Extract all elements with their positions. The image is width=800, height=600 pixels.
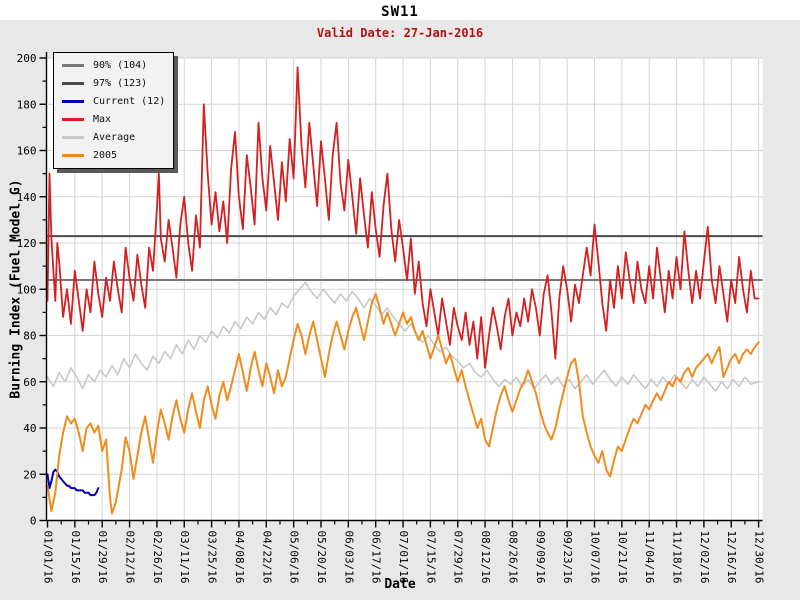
x-tick-label: 12/02/16 — [698, 531, 711, 584]
page-title: SW11 — [381, 4, 419, 20]
legend-swatch-line — [62, 136, 84, 139]
x-tick-label: 11/04/16 — [643, 531, 656, 584]
legend-swatch-line — [62, 118, 84, 121]
x-tick-label: 07/15/16 — [424, 531, 437, 584]
series-line-average — [46, 281, 760, 392]
x-tick-label: 11/18/16 — [671, 531, 684, 584]
series-line-current-12 — [46, 468, 100, 497]
legend-item-label: 97% (123) — [93, 78, 148, 89]
x-tick-label: 06/03/16 — [342, 531, 355, 584]
legend-item-label: Average — [93, 132, 136, 143]
y-tick-label: 100 — [17, 283, 37, 296]
x-tick-label: 12/16/16 — [725, 531, 738, 584]
legend: 90% (104) 97% (123) Current (12) Max Average… — [53, 52, 175, 169]
series-line-max — [46, 66, 760, 369]
valid-date-subtitle: Valid Date: 27-Jan-2016 — [316, 26, 484, 40]
y-tick-label: 120 — [17, 237, 37, 250]
x-tick-label: 12/30/16 — [753, 531, 766, 584]
x-tick-label: 10/21/16 — [616, 531, 629, 584]
y-tick-label: 160 — [17, 145, 37, 158]
x-tick-label: 04/22/16 — [260, 531, 273, 584]
y-tick-label: 80 — [23, 330, 36, 343]
legend-item: Max — [62, 114, 165, 125]
x-tick-label: 02/26/16 — [151, 531, 164, 584]
legend-swatch-line — [62, 154, 84, 157]
x-tick-label: 05/20/16 — [315, 531, 328, 584]
legend-item: 97% (123) — [62, 78, 165, 89]
y-axis-title: Burning Index (Fuel Model G) — [8, 179, 24, 399]
x-tick-label: 10/07/16 — [588, 531, 601, 584]
y-tick-label: 20 — [23, 468, 36, 481]
x-tick-label: 01/01/16 — [42, 531, 55, 584]
y-tick-label: 40 — [23, 422, 36, 435]
legend-item: Average — [62, 132, 165, 143]
y-tick-label: 0 — [30, 515, 37, 528]
x-tick-label: 02/12/16 — [124, 531, 137, 584]
x-tick-label: 09/23/16 — [561, 531, 574, 584]
legend-item: Current (12) — [62, 96, 165, 107]
legend-item-label: 2005 — [93, 150, 118, 161]
x-tick-label: 09/09/16 — [534, 531, 547, 584]
series-line-2005 — [46, 292, 760, 515]
legend-item: 90% (104) — [62, 60, 165, 71]
x-tick-label: 04/08/16 — [233, 531, 246, 584]
x-tick-label: 07/01/16 — [397, 531, 410, 584]
x-tick-label: 08/26/16 — [506, 531, 519, 584]
x-tick-label: 06/17/16 — [370, 531, 383, 584]
title-band — [0, 0, 800, 20]
legend-item-label: Current (12) — [93, 96, 166, 107]
y-tick-label: 200 — [17, 52, 37, 65]
y-tick-label: 60 — [23, 376, 36, 389]
legend-swatch-line — [62, 82, 84, 85]
legend-swatch-line — [62, 100, 84, 103]
y-tick-label: 140 — [17, 191, 37, 204]
legend-swatch-line — [62, 64, 84, 67]
x-tick-label: 01/29/16 — [96, 531, 109, 584]
x-tick-label: 03/25/16 — [206, 531, 219, 584]
y-tick-label: 180 — [17, 98, 37, 111]
legend-item: 2005 — [62, 150, 165, 161]
x-tick-label: 05/06/16 — [288, 531, 301, 584]
x-tick-label: 01/15/16 — [69, 531, 82, 584]
x-tick-label: 07/29/16 — [452, 531, 465, 584]
legend-item-label: 90% (104) — [93, 60, 148, 71]
x-axis-title: Date — [384, 577, 416, 592]
x-tick-label: 03/11/16 — [178, 531, 191, 584]
x-tick-label: 08/12/16 — [479, 531, 492, 584]
legend-item-label: Max — [93, 114, 112, 125]
